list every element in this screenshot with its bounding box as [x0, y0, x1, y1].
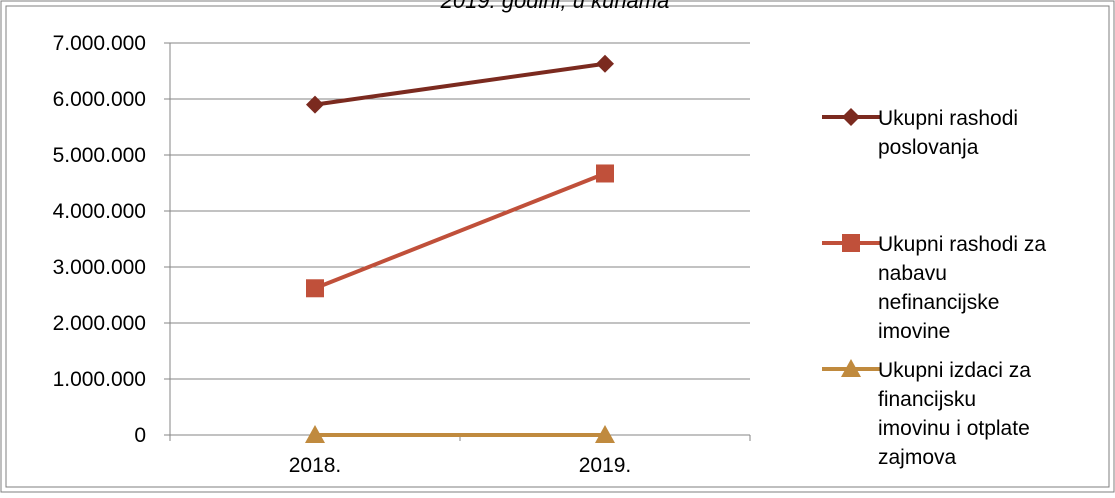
series-3 — [305, 425, 615, 443]
legend-label: Ukupni rashodi — [878, 107, 1018, 130]
chart-title: 2019. godini, u kunama — [440, 0, 670, 13]
data-point — [595, 425, 615, 443]
series-1 — [306, 54, 614, 114]
series-layer — [305, 54, 615, 443]
legend-label: poslovanja — [878, 136, 979, 159]
series-line — [314, 61, 606, 107]
y-tick-label: 4.000.000 — [53, 200, 146, 223]
legend-label: zajmova — [878, 446, 957, 469]
axis-layer: 0 1.000.000 2.000.000 3.000.000 4.000.000 5.0… — [53, 32, 751, 477]
series-2 — [306, 164, 614, 298]
y-tick-label: 5.000.000 — [53, 144, 146, 167]
y-tick-label: 1.000.000 — [53, 368, 146, 391]
data-point — [596, 164, 614, 183]
legend-label: nabavu — [878, 262, 947, 285]
chart-frame-inner — [5, 5, 1110, 488]
data-point — [306, 95, 324, 114]
data-point — [305, 425, 325, 443]
data-point — [596, 54, 614, 73]
legend-marker — [841, 359, 861, 377]
legend-item: Ukupni rashodi poslovanja — [822, 107, 1018, 159]
legend-label: financijsku — [878, 388, 976, 411]
y-tick-label: 0 — [134, 424, 146, 447]
legend-label: Ukupni rashodi za — [878, 233, 1046, 256]
legend-label: imovinu i otplate — [878, 417, 1030, 440]
legend-label: Ukupni izdaci za — [878, 359, 1031, 382]
legend-marker — [842, 234, 860, 252]
legend-item: Ukupni izdaci za financijsku imovinu i otp… — [822, 359, 1031, 469]
series-line — [314, 171, 606, 291]
legend-item: Ukupni rashodi za nabavu nefinancijske imov… — [822, 233, 1046, 343]
y-tick-label: 7.000.000 — [53, 32, 146, 55]
legend-label: nefinancijske — [878, 291, 999, 314]
y-tick-label: 2.000.000 — [53, 312, 146, 335]
grid-layer — [170, 42, 750, 380]
x-tick-label: 2018. — [289, 454, 342, 477]
x-tick-label: 2019. — [579, 454, 632, 477]
y-tick-label: 3.000.000 — [53, 256, 146, 279]
legend: Ukupni rashodi poslovanja Ukupni rashodi z… — [822, 107, 1046, 469]
legend-marker — [842, 108, 860, 126]
y-tick-label: 6.000.000 — [53, 88, 146, 111]
legend-label: imovine — [878, 320, 950, 343]
data-point — [306, 279, 324, 298]
